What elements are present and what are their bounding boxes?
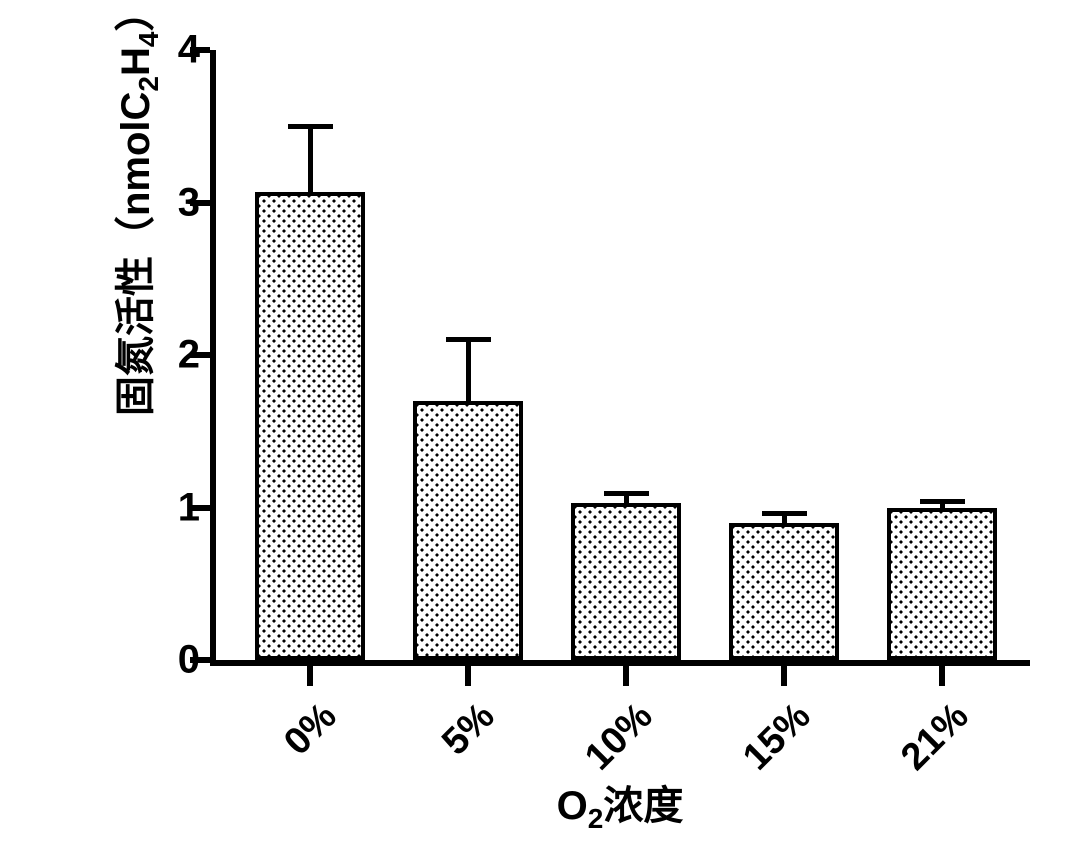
error-bar-cap xyxy=(762,511,807,516)
bar xyxy=(255,192,365,660)
x-tick xyxy=(307,666,313,686)
y-axis xyxy=(210,50,216,660)
x-tick xyxy=(465,666,471,686)
bar xyxy=(571,503,681,660)
x-tick xyxy=(939,666,945,686)
x-tick xyxy=(623,666,629,686)
plot-area: 01234 0%5%10%15%21% 固氮活性（nmolC2H4） O2浓度 xyxy=(210,50,1030,660)
x-axis xyxy=(210,660,1030,666)
x-tick-label: 5% xyxy=(402,695,503,796)
x-tick-label: 15% xyxy=(718,695,819,796)
bar xyxy=(729,523,839,660)
error-bar-cap xyxy=(604,491,649,496)
y-tick-label: 1 xyxy=(140,485,200,530)
error-bar-cap xyxy=(446,337,491,342)
bar xyxy=(887,508,997,661)
y-tick-label: 0 xyxy=(140,638,200,683)
bar-chart: 01234 0%5%10%15%21% 固氮活性（nmolC2H4） O2浓度 xyxy=(40,20,1060,840)
x-tick xyxy=(781,666,787,686)
x-axis-title: O2浓度 xyxy=(557,773,684,835)
x-tick-label: 21% xyxy=(876,695,977,796)
error-bar-cap xyxy=(288,124,333,129)
error-bar xyxy=(466,340,471,401)
error-bar xyxy=(308,126,313,192)
y-axis-title: 固氮活性（nmolC2H4） xyxy=(103,16,165,416)
error-bar-cap xyxy=(920,499,965,504)
x-tick-label: 0% xyxy=(244,695,345,796)
bar xyxy=(413,401,523,660)
